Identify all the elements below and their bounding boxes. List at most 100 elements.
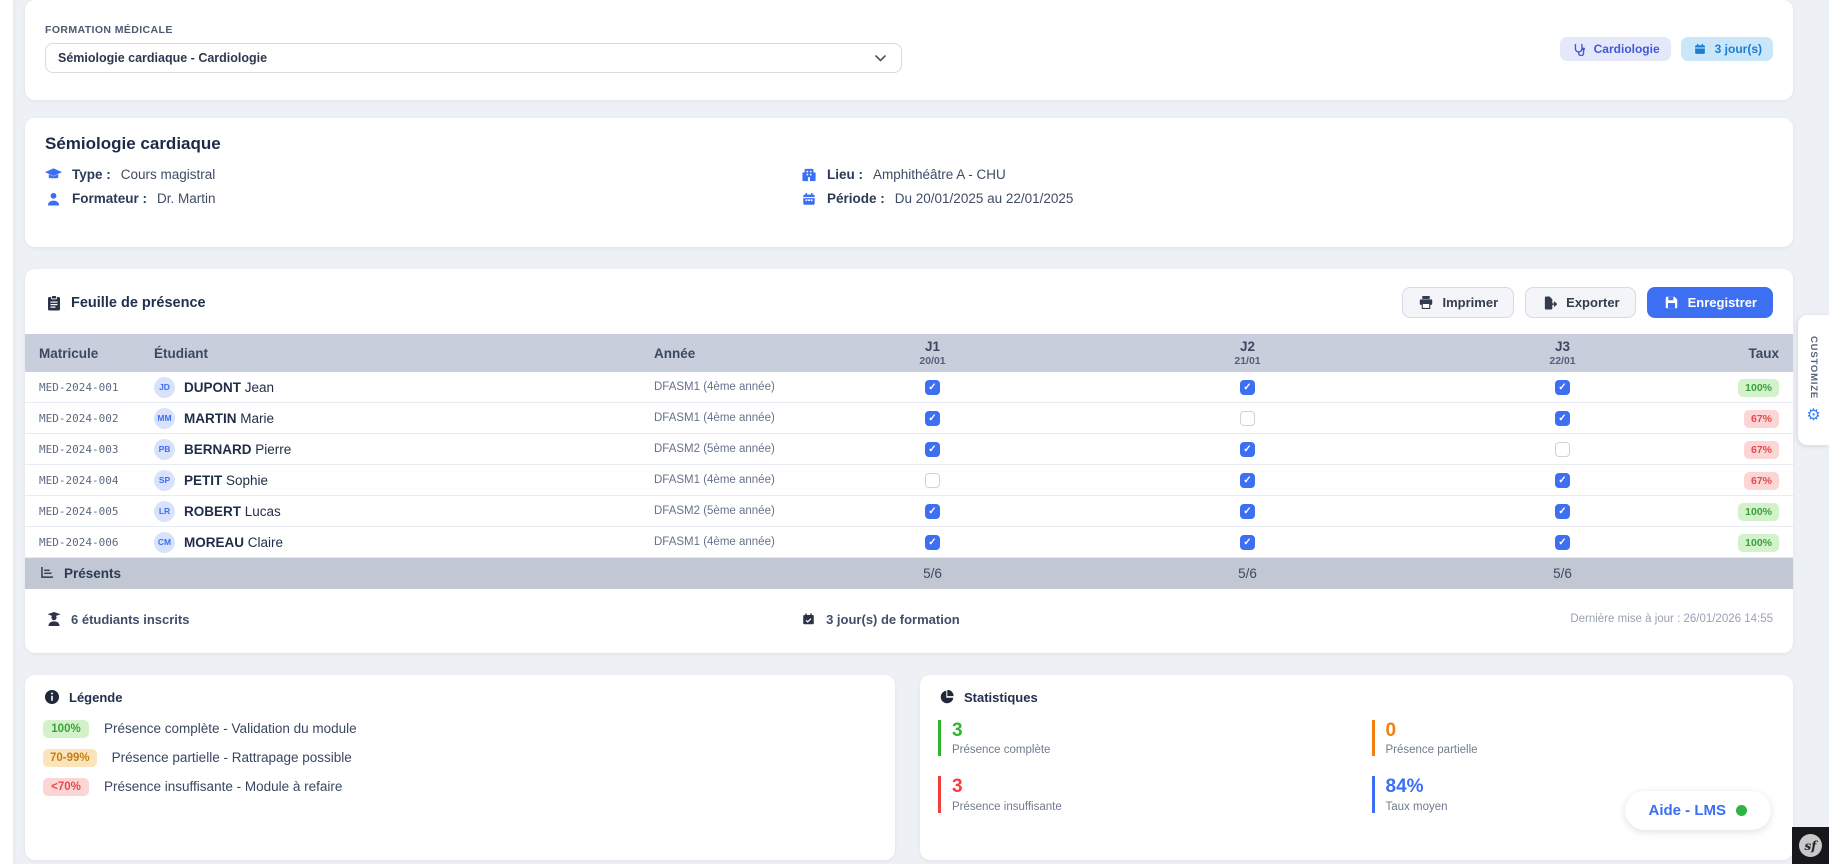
student-name: BERNARD Pierre xyxy=(184,441,292,457)
matricule-cell: MED-2024-006 xyxy=(39,535,119,549)
avatar: LR xyxy=(154,500,175,522)
attendance-checkbox[interactable] xyxy=(1555,441,1570,457)
attendance-checkbox[interactable]: ✓ xyxy=(1240,441,1255,457)
day-cell-1: ✓ xyxy=(775,403,1090,434)
student-cell: LR ROBERT Lucas xyxy=(140,496,640,526)
attendance-checkbox[interactable] xyxy=(1240,410,1255,426)
attendance-checkbox[interactable]: ✓ xyxy=(925,441,940,457)
day-cell-2: ✓ xyxy=(1090,434,1405,465)
stat-item: 84% Taux moyen xyxy=(1371,776,1776,814)
attendance-checkbox[interactable]: ✓ xyxy=(925,379,940,395)
table-row: MED-2024-002 MM MARTIN Marie DFASM1 (4ème a… xyxy=(25,403,1793,434)
col-matricule: Matricule xyxy=(25,334,140,372)
day-cell-1: ✓ xyxy=(775,434,1090,465)
help-button[interactable]: Aide - LMS xyxy=(1624,791,1771,830)
formation-select[interactable]: Sémiologie cardiaque - Cardiologie xyxy=(45,43,902,73)
chart-column-icon xyxy=(39,567,56,579)
stats-grid: 3 Présence complète 0 Présence partielle 3 Pr… xyxy=(938,719,1776,814)
attendance-checkbox[interactable]: ✓ xyxy=(1240,534,1255,550)
table-summary: 6 étudiants inscrits 3 jour(s) de format… xyxy=(45,612,1773,627)
legend-text: Présence insuffisante - Module à refaire xyxy=(104,779,343,794)
col-year: Année xyxy=(640,334,775,372)
day-cell-1: ✓ xyxy=(775,496,1090,527)
avatar: PB xyxy=(154,438,175,460)
user-graduate-icon xyxy=(45,612,62,626)
legend-title: Légende xyxy=(43,690,877,705)
student-cell: SP PETIT Sophie xyxy=(140,465,640,495)
attendance-checkbox[interactable]: ✓ xyxy=(1240,379,1255,395)
attendance-checkbox[interactable]: ✓ xyxy=(1555,503,1570,519)
formation-badges: Cardiologie 3 jour(s) xyxy=(1559,37,1773,61)
rate-badge: 67% xyxy=(1743,440,1779,459)
year-cell: DFASM1 (4ème année) xyxy=(654,536,775,548)
save-icon xyxy=(1663,296,1680,309)
student-name: DUPONT Jean xyxy=(184,379,275,395)
stat-label: Présence partielle xyxy=(1385,744,1478,757)
clipboard-icon xyxy=(45,294,62,311)
avatar: JD xyxy=(154,376,175,398)
attendance-checkbox[interactable]: ✓ xyxy=(1240,472,1255,488)
matricule-cell: MED-2024-002 xyxy=(39,411,119,425)
day-cell-2: ✓ xyxy=(1090,465,1405,496)
attendance-checkbox[interactable]: ✓ xyxy=(925,503,940,519)
hospital-icon xyxy=(800,168,817,182)
legend-item: <70% Présence insuffisante - Module à ref… xyxy=(43,777,877,796)
attendance-checkbox[interactable]: ✓ xyxy=(925,534,940,550)
legend-badge: 100% xyxy=(43,719,89,738)
legend-items: 100% Présence complète - Validation du mo… xyxy=(43,719,877,796)
user-icon xyxy=(45,192,62,206)
save-button[interactable]: Enregistrer xyxy=(1646,287,1773,318)
col-day-1: J1 20/01 xyxy=(775,334,1090,372)
left-rail xyxy=(0,0,13,864)
rate-cell: 100% xyxy=(1720,527,1793,558)
table-row: MED-2024-003 PB BERNARD Pierre DFASM2 (5ème… xyxy=(25,434,1793,465)
attendance-checkbox[interactable]: ✓ xyxy=(1555,410,1570,426)
day-cell-2 xyxy=(1090,403,1405,434)
page-content: FORMATION MÉDICALE Sémiologie cardiaque … xyxy=(25,0,1793,860)
year-cell: DFASM2 (5ème année) xyxy=(654,443,775,455)
students-count: 6 étudiants inscrits xyxy=(45,612,189,627)
attendance-checkbox[interactable] xyxy=(925,472,940,488)
total-day-2: 5/6 xyxy=(1090,557,1405,589)
attendance-checkbox[interactable]: ✓ xyxy=(925,410,940,426)
course-type-field: Type : Cours magistral xyxy=(45,167,800,182)
stat-item: 0 Présence partielle xyxy=(1371,719,1776,757)
stat-value: 0 xyxy=(1385,719,1397,741)
course-info-card: Sémiologie cardiaque Type : Cours magist… xyxy=(25,118,1793,247)
rate-cell: 67% xyxy=(1720,465,1793,496)
days-count: 3 jour(s) de formation xyxy=(800,612,960,627)
stat-item: 3 Présence insuffisante xyxy=(938,776,1342,814)
attendance-checkbox[interactable]: ✓ xyxy=(1555,534,1570,550)
table-row: MED-2024-005 LR ROBERT Lucas DFASM2 (5ème a… xyxy=(25,496,1793,527)
attendance-title: Feuille de présence xyxy=(45,295,206,311)
formation-label: FORMATION MÉDICALE xyxy=(45,24,173,36)
attendance-checkbox[interactable]: ✓ xyxy=(1555,379,1570,395)
legend-badge: <70% xyxy=(43,777,89,796)
attendance-table: Matricule Étudiant Année J1 20/01 J2 21/… xyxy=(25,334,1793,589)
matricule-cell: MED-2024-005 xyxy=(39,504,119,518)
attendance-checkbox[interactable]: ✓ xyxy=(1555,472,1570,488)
print-button[interactable]: Imprimer xyxy=(1401,287,1515,318)
symfony-profiler-button[interactable]: sf xyxy=(1792,827,1829,864)
day-cell-3: ✓ xyxy=(1405,465,1720,496)
total-day-1: 5/6 xyxy=(775,557,1090,589)
col-day-3: J3 22/01 xyxy=(1405,334,1720,372)
col-rate: Taux xyxy=(1720,334,1793,372)
legend-text: Présence partielle - Rattrapage possible xyxy=(111,750,352,765)
attendance-checkbox[interactable]: ✓ xyxy=(1240,503,1255,519)
graduation-cap-icon xyxy=(45,167,62,182)
day-cell-3: ✓ xyxy=(1405,372,1720,403)
matricule-cell: MED-2024-001 xyxy=(39,380,119,394)
stats-title: Statistiques xyxy=(938,690,1775,705)
legend-item: 70-99% Présence partielle - Rattrapage po… xyxy=(43,748,877,767)
export-button[interactable]: Exporter xyxy=(1525,287,1636,318)
calendar-icon xyxy=(800,192,817,206)
total-day-3: 5/6 xyxy=(1405,557,1720,589)
gear-icon[interactable]: ⚙ xyxy=(1806,406,1821,424)
customize-tab[interactable]: CUSTOMIZE ⚙ xyxy=(1798,315,1829,445)
course-trainer-field: Formateur : Dr. Martin xyxy=(45,191,800,206)
rate-cell: 100% xyxy=(1720,496,1793,527)
year-cell: DFASM1 (4ème année) xyxy=(654,474,775,486)
rate-cell: 67% xyxy=(1720,434,1793,465)
formation-select-value: Sémiologie cardiaque - Cardiologie xyxy=(58,51,268,65)
